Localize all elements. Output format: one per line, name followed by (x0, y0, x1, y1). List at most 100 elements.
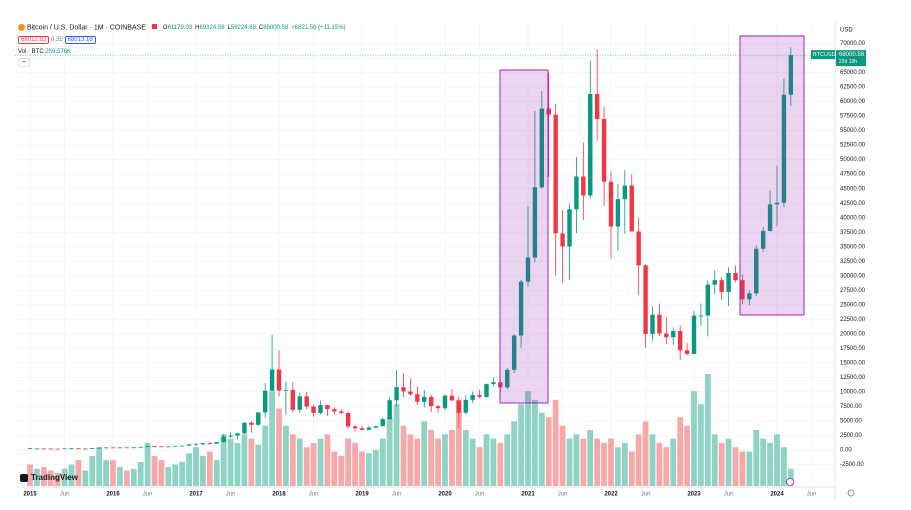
bid[interactable]: 68012.83 (18, 36, 50, 44)
candle-body (318, 405, 323, 413)
volume-bar (670, 438, 677, 486)
x-tick-label: 2022 (604, 492, 618, 498)
candle-body (788, 55, 794, 95)
candle-body (373, 426, 379, 428)
coin-icon (18, 24, 25, 31)
candle-body (712, 280, 717, 285)
volume-bar (213, 460, 220, 486)
candle-body (601, 119, 607, 182)
y-tick-label: 27500.00 (840, 288, 866, 294)
ohlc-part: 69324.58 (199, 25, 225, 32)
volume-bar (200, 455, 206, 486)
volume-bar (372, 449, 379, 486)
volume-bar (656, 442, 663, 486)
candle-layer (27, 47, 794, 450)
settings-icon[interactable] (847, 489, 855, 497)
candle-body (83, 448, 88, 450)
volume-bar (691, 391, 697, 486)
x-tick-label: 2019 (355, 492, 369, 498)
ohlc-part: O (162, 25, 168, 32)
volume-bar (725, 438, 732, 486)
ohlc-part: 68000.58 (263, 25, 289, 32)
y-tick-label: 17500.00 (840, 346, 866, 352)
candle-body (560, 233, 565, 247)
y-tick-label: 32500.00 (840, 259, 866, 265)
candle-body (532, 187, 538, 258)
candle-body (179, 445, 185, 447)
event-icon[interactable] (786, 478, 794, 486)
candle-body (691, 315, 697, 354)
volume-bar (324, 434, 331, 486)
x-tick-label: Jun (475, 492, 485, 498)
spread: 0.35 (50, 37, 63, 43)
volume-bar (767, 442, 773, 486)
x-tick-label: Jun (392, 492, 402, 498)
y-tick-label: 52500.00 (840, 143, 866, 149)
y-tick-label: 42500.00 (840, 201, 866, 207)
candle-body (546, 108, 551, 115)
volume-bar (635, 434, 642, 486)
candle-body (387, 400, 392, 420)
candle-body (470, 395, 475, 400)
volume-bar (732, 447, 739, 486)
volume-bar (193, 447, 199, 486)
volume-bar (27, 464, 33, 486)
y-tick-label: 55000.00 (840, 128, 866, 134)
volume-bar (552, 399, 559, 486)
volume-bar (511, 421, 518, 486)
candle-body (428, 396, 434, 407)
market-dot (151, 24, 157, 30)
candle-body (110, 447, 116, 449)
candle-body (352, 426, 358, 429)
candle-body (242, 422, 247, 434)
candle-body (304, 396, 309, 407)
candle-body (615, 199, 621, 227)
volume-bar (497, 442, 504, 486)
candle-body (671, 330, 676, 338)
candle-body (456, 400, 462, 413)
countdown: 22d 10h (839, 59, 857, 65)
candle-body (574, 176, 579, 210)
volume-bar (449, 430, 455, 486)
x-tick-label: Jun (558, 492, 568, 498)
y-tick-label: 40000.00 (840, 215, 866, 221)
volume-bar (663, 447, 670, 486)
volume-bar (186, 453, 192, 486)
candle-body (138, 446, 143, 448)
x-tick-label: 2018 (272, 492, 286, 498)
candle-body (401, 387, 406, 392)
candle-body (664, 333, 669, 338)
y-tick-label: 45000.00 (840, 186, 866, 192)
symbol-tag-bg (811, 50, 835, 60)
volume-bar (532, 399, 538, 486)
candle-body (588, 94, 593, 196)
volume-bar (718, 442, 725, 486)
volume-bar (345, 438, 352, 486)
candle-body (650, 314, 655, 334)
volume-bar (379, 438, 386, 486)
y-tick-label: 22500.00 (840, 317, 866, 323)
volume-bar (47, 470, 54, 486)
logo-icon (20, 474, 28, 482)
x-tick-label: Jun (641, 492, 651, 498)
volume-bar (698, 404, 704, 486)
x-tick-label: Jun (807, 492, 817, 498)
ask[interactable]: 68013.18 (64, 36, 96, 44)
candle-body (657, 314, 662, 334)
collapse-button[interactable]: − (18, 58, 31, 67)
y-tick-label: 0.00 (840, 448, 852, 454)
candle-body (435, 406, 441, 409)
ohlc-part: L (227, 25, 231, 32)
candle-body (740, 280, 745, 300)
candle-body (55, 448, 60, 450)
volume-bar (711, 434, 718, 486)
volume-bar (781, 447, 787, 486)
volume-bar (774, 434, 780, 486)
candle-body (518, 281, 524, 336)
volume-bar (137, 461, 144, 486)
candle-body (491, 382, 496, 385)
y-tick-label: 70000.00 (840, 41, 866, 47)
candle-body (207, 443, 213, 444)
volume-line: Vol · BTC 259.576K (18, 49, 71, 55)
x-tick-label: 2020 (438, 492, 452, 498)
